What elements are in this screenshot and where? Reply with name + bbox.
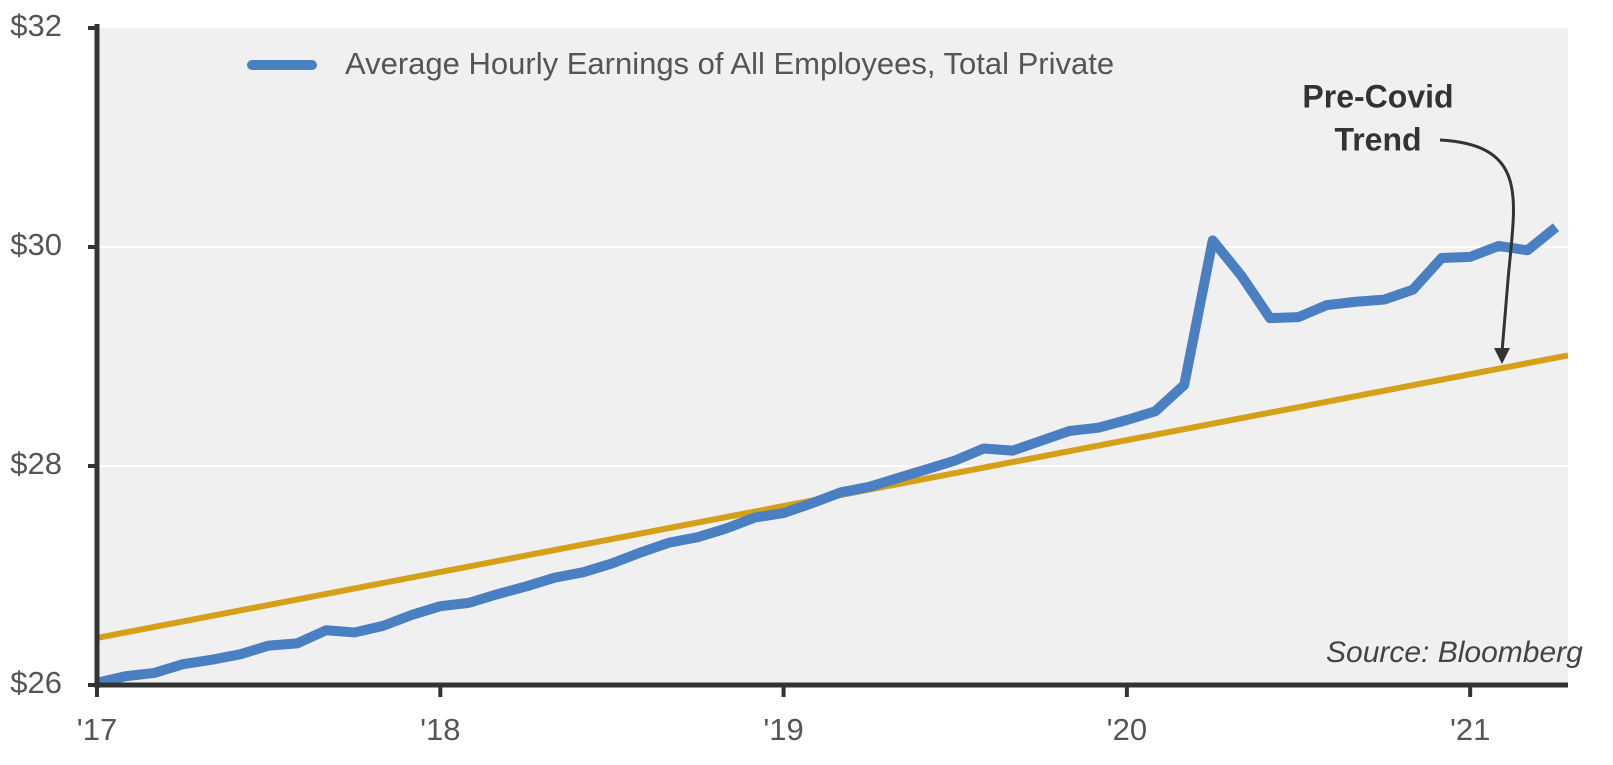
x-tick-label: '20 <box>1107 712 1147 747</box>
x-tick-label: '18 <box>420 712 460 747</box>
x-tick-label: '19 <box>763 712 803 747</box>
lines <box>97 223 1568 685</box>
grid <box>97 246 1568 467</box>
arrow-head <box>1494 348 1510 364</box>
y-tick-label: $30 <box>10 227 62 262</box>
y-tick-label: $28 <box>10 446 62 481</box>
annotation-arrow <box>1439 138 1515 353</box>
x-tick-label: '21 <box>1450 712 1490 747</box>
plot-area <box>97 28 1568 685</box>
source: Source: Bloomberg <box>1326 636 1583 669</box>
legend-label: Average Hourly Earnings of All Employees… <box>345 46 1114 81</box>
y-tick-label: $26 <box>10 665 62 700</box>
data-line <box>97 223 1560 685</box>
y-tick-label: $32 <box>10 8 62 43</box>
annotation: Pre-Covid <box>1302 78 1453 114</box>
x-tick-label: '17 <box>77 712 117 747</box>
annotation: Trend <box>1334 121 1421 157</box>
